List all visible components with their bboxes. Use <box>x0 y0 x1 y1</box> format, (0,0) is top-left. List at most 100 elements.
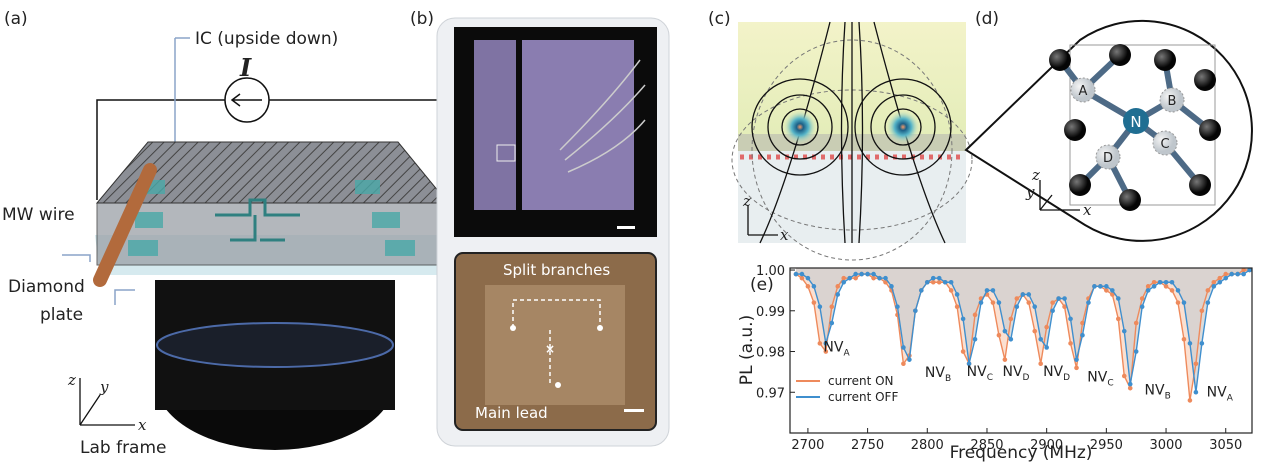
data-point <box>1104 288 1109 293</box>
data-point <box>1188 398 1193 403</box>
axis-label: x <box>138 416 147 434</box>
objective-ring <box>157 323 393 367</box>
data-point <box>1158 280 1163 285</box>
data-point <box>1080 333 1085 338</box>
plate-label: Diamond <box>8 277 85 297</box>
data-point <box>937 280 942 285</box>
data-point <box>1032 304 1037 309</box>
data-point <box>1152 280 1157 285</box>
data-point <box>800 272 805 277</box>
data-point <box>829 321 834 326</box>
data-point <box>1044 325 1049 330</box>
annotation-sub: D <box>1023 373 1030 383</box>
wire-label: MW wire <box>2 205 75 225</box>
panel-b: (b) × Split branches Main lead <box>410 9 669 446</box>
x-tick-label: 3000 <box>1149 438 1182 453</box>
x-tick-label: 2800 <box>911 438 944 453</box>
panel-label: (b) <box>410 9 434 29</box>
leader <box>115 290 135 305</box>
panel-d: (d) A B N C D z y x <box>966 9 1252 241</box>
data-point <box>1182 300 1187 305</box>
leader <box>62 255 90 262</box>
annotation-text: NV <box>1207 384 1227 400</box>
data-point <box>1092 284 1097 289</box>
data-point <box>794 272 799 277</box>
data-point <box>973 337 978 342</box>
data-point <box>985 288 990 293</box>
data-point <box>847 276 852 281</box>
site-label: A <box>1079 84 1088 99</box>
data-point <box>937 276 942 281</box>
frame-label: Lab frame <box>80 438 167 458</box>
legend-label: current OFF <box>828 390 898 404</box>
data-point <box>949 280 954 285</box>
data-point <box>1176 288 1181 293</box>
data-point <box>1146 284 1151 289</box>
data-point <box>973 313 978 318</box>
data-point <box>1235 272 1240 277</box>
x-tick-label: 2950 <box>1090 438 1123 453</box>
data-point <box>1056 296 1061 301</box>
scale-bar <box>624 409 644 412</box>
annotation: NVC <box>967 364 993 383</box>
data-point <box>818 304 823 309</box>
data-point <box>1003 329 1008 334</box>
data-point <box>1200 341 1205 346</box>
data-point <box>1152 284 1157 289</box>
annotation-text: NV <box>823 340 843 356</box>
data-point <box>997 333 1002 338</box>
data-point <box>1140 296 1145 301</box>
annotation-text: NV <box>1087 369 1107 385</box>
x-tick-label: 2900 <box>1030 438 1063 453</box>
data-point <box>1074 366 1079 371</box>
marker <box>510 325 516 331</box>
data-point <box>1015 296 1020 301</box>
site-label: C <box>1160 137 1169 152</box>
data-point <box>931 276 936 281</box>
data-point <box>1086 300 1091 305</box>
data-point <box>1050 300 1055 305</box>
data-point <box>1020 292 1025 297</box>
data-point <box>1116 317 1121 322</box>
data-point <box>1068 317 1073 322</box>
data-point <box>853 272 858 277</box>
data-point <box>812 300 817 305</box>
panel-label: (c) <box>708 9 731 29</box>
data-point <box>1038 337 1043 342</box>
annotation-sub: C <box>1107 378 1113 388</box>
data-point <box>1170 280 1175 285</box>
data-point <box>1068 341 1073 346</box>
data-point <box>1134 349 1139 354</box>
data-point <box>943 280 948 285</box>
data-point <box>1104 284 1109 289</box>
data-point <box>806 276 811 281</box>
wire-source <box>886 110 920 144</box>
data-point <box>1062 296 1067 301</box>
data-point <box>955 304 960 309</box>
data-point <box>991 288 996 293</box>
data-point <box>800 276 805 281</box>
data-point <box>901 345 906 350</box>
data-point <box>1116 296 1121 301</box>
data-point <box>835 284 840 289</box>
site-label: N <box>1130 113 1141 131</box>
data-point <box>812 284 817 289</box>
marker <box>555 382 561 388</box>
data-point <box>1182 337 1187 342</box>
data-point <box>1188 341 1193 346</box>
data-point <box>1164 284 1169 289</box>
data-point <box>895 304 900 309</box>
wire-source <box>783 110 817 144</box>
data-point <box>1122 329 1127 334</box>
axis-label: x <box>1083 201 1092 219</box>
data-point <box>1211 280 1216 285</box>
data-point <box>961 317 966 322</box>
data-point <box>1009 337 1014 342</box>
data-point <box>1050 308 1055 313</box>
annotation: NVB <box>1145 382 1171 401</box>
data-point <box>1009 317 1014 322</box>
data-point <box>1110 288 1115 293</box>
data-point <box>1026 292 1031 297</box>
data-point <box>889 284 894 289</box>
annotation-text: NV <box>1043 364 1063 380</box>
